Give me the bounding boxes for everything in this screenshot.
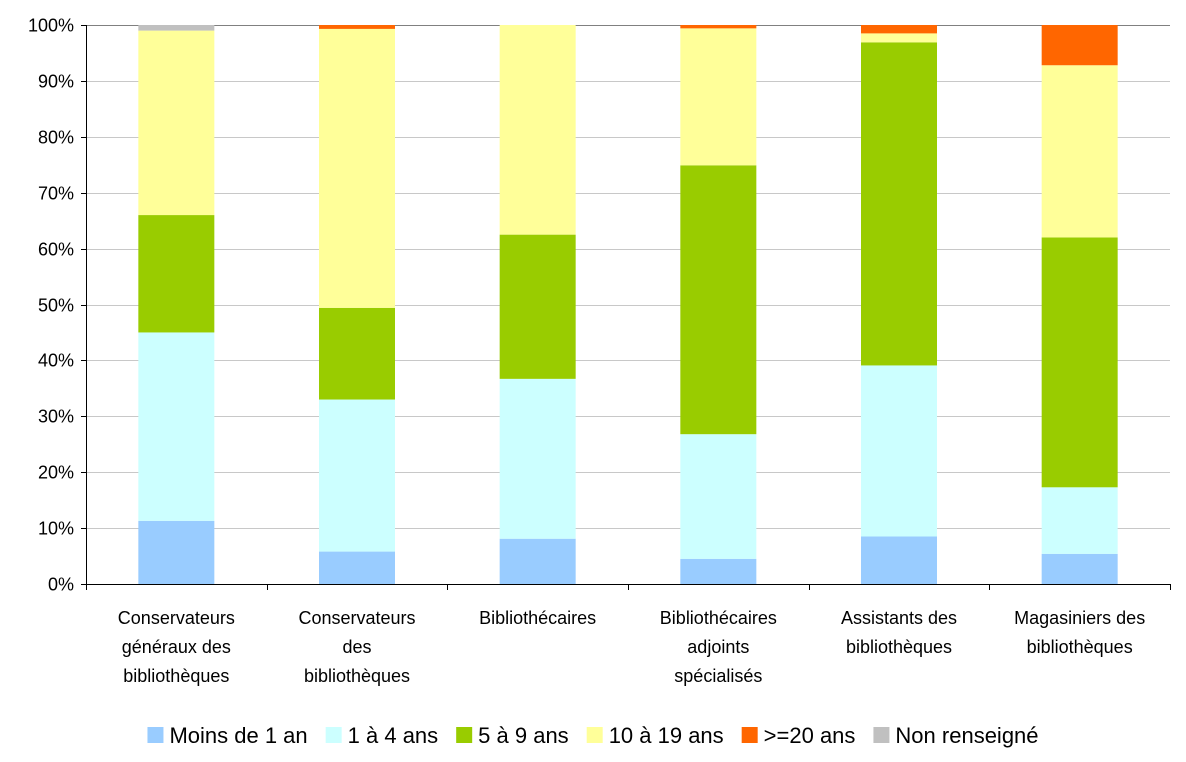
x-category-label: spécialisés (674, 666, 762, 686)
bar-segment (499, 234, 576, 379)
bar-segment (1041, 487, 1118, 554)
x-category-label: généraux des (122, 637, 231, 657)
legend-label: 1 à 4 ans (348, 723, 439, 748)
y-tick-label: 60% (38, 240, 74, 260)
legend-item: >=20 ans (741, 723, 856, 748)
axes (81, 25, 1171, 590)
legend-item: 1 à 4 ans (325, 723, 439, 748)
bar-segment (1041, 553, 1118, 584)
bar-segment (680, 165, 757, 435)
legend-swatch (741, 727, 758, 743)
legend-swatch (147, 727, 164, 743)
x-category-label: Conservateurs (298, 608, 415, 628)
bar-segment (680, 434, 757, 559)
legend-label: >=20 ans (764, 723, 856, 748)
y-tick-label: 100% (28, 16, 74, 36)
y-tick-label: 70% (38, 184, 74, 204)
y-tick-label: 0% (48, 575, 74, 595)
x-axis-category-labels: Conservateurs généraux des bibliothèques Co… (118, 608, 1145, 686)
x-category-label: Bibliothécaires (479, 608, 596, 628)
bar-segment (138, 332, 215, 521)
bar-segment (1041, 25, 1118, 66)
legend: Moins de 1 an 1 à 4 ans 5 à 9 ans 10 à 19 a… (147, 723, 1039, 748)
bar-segment (861, 365, 937, 537)
bar-segment (1041, 65, 1118, 238)
y-tick-label: 80% (38, 128, 74, 148)
bar-segment (138, 30, 215, 216)
legend-item: 5 à 9 ans (456, 723, 569, 748)
x-category-label: des (342, 637, 371, 657)
x-category-label: Magasiniers des (1014, 608, 1145, 628)
bar-segment (1041, 237, 1118, 488)
x-category-label: bibliothèques (846, 637, 952, 657)
y-tick-label: 20% (38, 463, 74, 483)
bar-segment (499, 25, 576, 235)
bar-segment (499, 538, 576, 584)
x-category-label: Conservateurs (118, 608, 235, 628)
y-axis-tick-labels: 0% 10% 20% 30% 40% 50% 60% 70% 80% 90% 100% (28, 16, 74, 595)
y-tick-label: 90% (38, 72, 74, 92)
bar-segment (861, 25, 937, 34)
legend-label: 10 à 19 ans (609, 723, 724, 748)
x-category-label: bibliothèques (123, 666, 229, 686)
bar-segment (138, 25, 215, 31)
bar-segment (861, 536, 937, 584)
bar-segment (319, 28, 395, 308)
bar-segment (861, 33, 937, 43)
bar-segment (680, 558, 757, 584)
bar-stacks (138, 25, 1118, 584)
bar-segment (319, 399, 395, 552)
gridlines (86, 25, 1170, 529)
y-tick-label: 10% (38, 519, 74, 539)
x-category-label: Bibliothécaires (660, 608, 777, 628)
bar-segment (319, 551, 395, 584)
legend-item: Moins de 1 an (147, 723, 308, 748)
legend-item: 10 à 19 ans (586, 723, 724, 748)
legend-swatch (586, 727, 603, 743)
x-category-label: bibliothèques (1027, 637, 1133, 657)
bar-segment (138, 215, 215, 333)
legend-swatch (873, 727, 890, 743)
x-category-label: Assistants des (841, 608, 957, 628)
bar-segment (319, 25, 395, 29)
legend-label: 5 à 9 ans (478, 723, 569, 748)
bar-segment (861, 42, 937, 366)
bar-segment (499, 378, 576, 539)
legend-swatch (325, 727, 342, 743)
legend-label: Moins de 1 an (169, 723, 307, 748)
bar-segment (138, 520, 215, 584)
legend-swatch (456, 727, 473, 743)
x-category-label: bibliothèques (304, 666, 410, 686)
bar-segment (680, 28, 757, 166)
bar-segment (319, 307, 395, 400)
y-tick-label: 30% (38, 407, 74, 427)
bar-segment (680, 25, 757, 29)
x-category-label: adjoints (687, 637, 749, 657)
legend-label: Non renseigné (895, 723, 1038, 748)
y-tick-label: 40% (38, 351, 74, 371)
legend-item: Non renseigné (873, 723, 1039, 748)
y-tick-label: 50% (38, 296, 74, 316)
